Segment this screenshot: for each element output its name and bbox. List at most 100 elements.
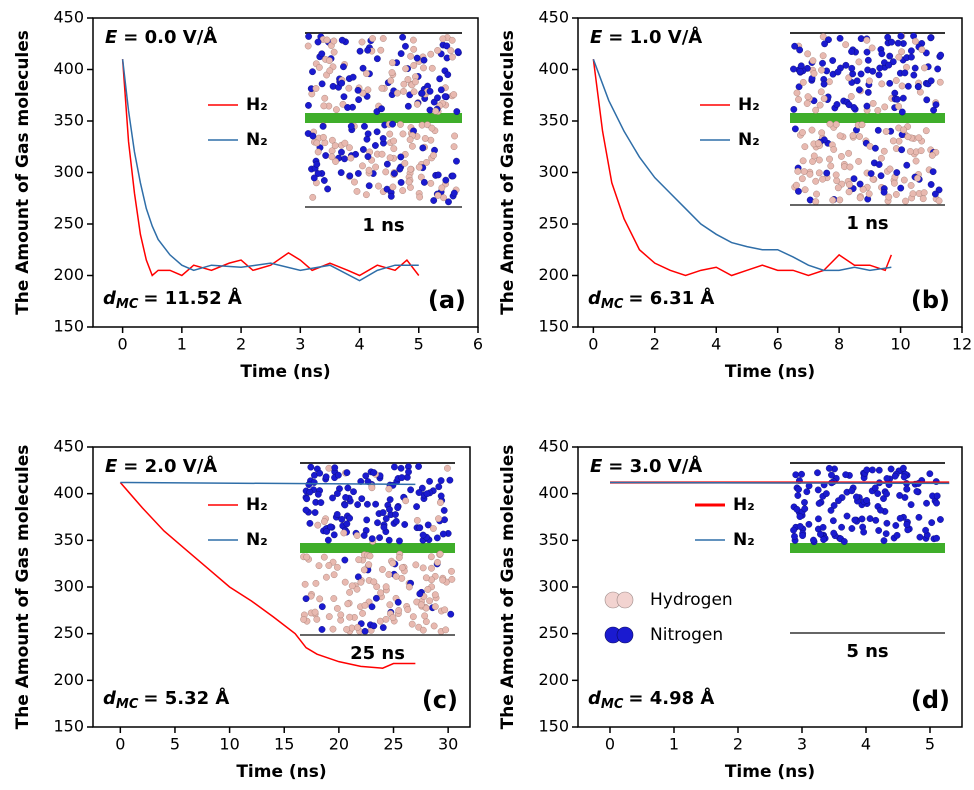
hydrogen-atom (895, 102, 902, 110)
nitrogen-atom (305, 481, 313, 488)
hydrogen-atom (353, 187, 361, 195)
hydrogen-atom (399, 130, 407, 138)
nitrogen-atom (857, 70, 865, 78)
y-tick-label: 450 (53, 437, 84, 456)
nitrogen-atom (347, 122, 355, 130)
nitrogen-atom (404, 102, 412, 110)
hydrogen-atom (836, 132, 844, 140)
hydrogen-atom (320, 102, 328, 110)
hydrogen-atom (809, 57, 817, 65)
nitrogen-atom (454, 48, 462, 56)
hydrogen-atom (882, 128, 890, 135)
nitrogen-atom (790, 65, 797, 73)
hydrogen-atom (437, 499, 444, 506)
nitrogen-atom (309, 132, 317, 140)
x-tick-label: 6 (473, 335, 483, 354)
field-annotation: E = 1.0 V/Å (590, 25, 702, 48)
hydrogen-atom (392, 572, 400, 580)
nitrogen-atom (343, 520, 351, 528)
nitrogen-atom (306, 519, 314, 527)
hydrogen-atom (858, 121, 866, 129)
nitrogen-atom (365, 182, 373, 190)
hydrogen-atom (855, 157, 862, 165)
nitrogen-atom (822, 490, 830, 497)
nitrogen-atom (914, 83, 922, 91)
hydrogen-atom (428, 124, 436, 132)
y-axis-title: The Amount of Gas molecules (13, 445, 33, 730)
nitrogen-atom (799, 532, 806, 540)
hydrogen-atom (333, 563, 341, 571)
nitrogen-atom (855, 86, 863, 94)
nitrogen-atom (903, 161, 911, 169)
distance-symbol: d (103, 688, 117, 709)
nitrogen-atom (827, 506, 835, 514)
nitrogen-atom (820, 80, 828, 88)
nitrogen-atom (933, 499, 940, 507)
hydrogen-atom (804, 50, 812, 58)
nitrogen-atom (362, 472, 370, 480)
x-tick-label: 4 (711, 335, 721, 354)
nitrogen-atom (926, 470, 934, 478)
hydrogen-atom (328, 136, 336, 144)
hydrogen-atom (376, 617, 384, 625)
nitrogen-atom (436, 75, 444, 83)
x-axis-title: Time (ns) (240, 362, 330, 382)
hydrogen-atom (354, 624, 361, 631)
hydrogen-atom (450, 143, 458, 151)
hydrogen-atom (358, 38, 366, 46)
hydrogen-atom (393, 89, 401, 97)
nitrogen-atom (858, 515, 866, 523)
x-tick-label: 1 (177, 335, 187, 354)
nitrogen-atom (838, 523, 845, 531)
nitrogen-atom (927, 77, 935, 85)
hydrogen-atom (303, 553, 311, 561)
hydrogen-atom (378, 150, 386, 158)
legend-label: N₂ (738, 130, 760, 150)
hydrogen-atom (900, 176, 908, 184)
hydrogen-atom (838, 153, 845, 160)
x-tick-label: 2 (733, 735, 743, 754)
hydrogen-atom (448, 36, 456, 44)
nitrogen-atom (413, 54, 421, 62)
hydrogen-atom (426, 597, 433, 605)
nitrogen-atom (829, 57, 837, 64)
hydrogen-atom (869, 100, 877, 107)
hydrogen-atom (816, 101, 824, 109)
nitrogen-atom (378, 105, 385, 113)
nitrogen-atom (324, 185, 332, 193)
hydrogen-atom (799, 157, 807, 165)
hydrogen-atom (410, 45, 418, 53)
nitrogen-atom (338, 79, 346, 87)
hydrogen-atom (375, 182, 382, 190)
nitrogen-atom (434, 94, 441, 102)
nitrogen-atom (430, 197, 438, 204)
nitrogen-atom (907, 501, 915, 509)
hydrogen-atom (395, 607, 403, 614)
hydrogen-atom (402, 65, 410, 73)
nitrogen-atom (397, 179, 405, 186)
nitrogen-atom (790, 526, 797, 534)
x-tick-label: 10 (890, 335, 910, 354)
y-tick-label: 200 (538, 670, 569, 689)
nitrogen-atom (864, 56, 872, 64)
inset (300, 462, 456, 635)
nitrogen-atom (394, 598, 402, 606)
nitrogen-atom (796, 513, 804, 520)
nitrogen-atom (883, 490, 890, 498)
nitrogen-atom (877, 172, 885, 180)
nitrogen-atom (888, 38, 896, 46)
distance-value: = 4.98 Å (628, 686, 714, 709)
hydrogen-atom (810, 70, 818, 77)
nitrogen-atom (863, 48, 871, 56)
hydrogen-atom (427, 179, 435, 187)
hydrogen-atom (386, 154, 394, 162)
nitrogen-atom (322, 152, 330, 159)
hydrogen-atom (339, 100, 347, 108)
y-tick-label: 450 (538, 437, 569, 456)
nitrogen-atom (848, 525, 856, 532)
hydrogen-atom (390, 145, 398, 153)
y-tick-label: 400 (53, 483, 84, 502)
legend-label: Nitrogen (650, 625, 723, 645)
nitrogen-atom (821, 40, 828, 48)
nitrogen-atom (374, 519, 381, 527)
